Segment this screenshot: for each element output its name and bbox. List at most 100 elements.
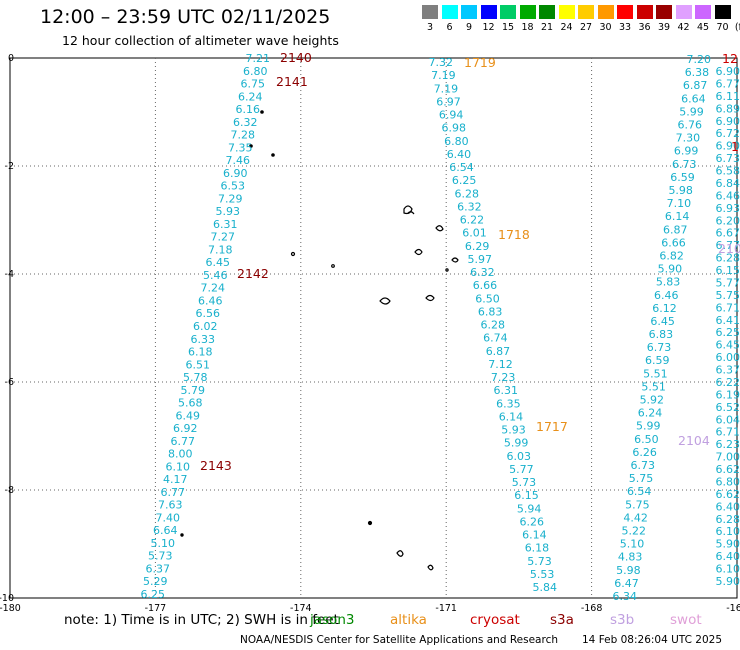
- satellite-s3a: s3a: [550, 612, 574, 628]
- wave-height-value: 6.77: [171, 435, 196, 448]
- wave-height-value: 6.93: [716, 202, 740, 215]
- wave-height-value: 6.82: [659, 249, 684, 262]
- wave-height-value: 6.40: [716, 550, 740, 563]
- colorbar-label: 30: [599, 22, 612, 33]
- wave-height-value: 5.78: [183, 371, 208, 384]
- wave-height-value: 7.28: [231, 129, 256, 142]
- island: [425, 294, 435, 302]
- wave-height-value: 6.45: [716, 339, 740, 352]
- wave-height-value: 6.54: [449, 161, 474, 174]
- wave-height-value: 6.28: [481, 319, 506, 332]
- wave-height-value: 6.40: [447, 148, 472, 161]
- wave-height-value: 6.19: [716, 388, 740, 401]
- wave-height-value: 5.10: [620, 538, 645, 551]
- wave-height-value: 5.51: [641, 380, 666, 393]
- colorbar-label: 15: [501, 22, 515, 33]
- wave-height-value: 5.83: [656, 276, 681, 289]
- wave-height-value: 6.89: [716, 102, 740, 115]
- wave-height-value: 5.75: [716, 289, 740, 302]
- wave-height-value: 6.24: [238, 90, 263, 103]
- wave-height-value: 5.93: [501, 424, 526, 437]
- wave-height-value: 6.24: [638, 407, 663, 420]
- map-subtitle: 12 hour collection of altimeter wave hei…: [62, 33, 339, 48]
- island: [260, 110, 264, 114]
- wave-height-value: 6.54: [627, 485, 652, 498]
- wave-height-value: 6.15: [514, 489, 539, 502]
- wave-height-value: 7.24: [201, 282, 226, 295]
- wave-height-value: 6.01: [462, 227, 487, 240]
- satellite-swot: swot: [670, 612, 702, 628]
- wave-height-value: 6.46: [716, 189, 740, 202]
- island: [414, 248, 423, 256]
- island: [435, 225, 444, 232]
- wave-height-value: 6.49: [176, 409, 201, 422]
- wave-height-value: 6.46: [654, 289, 679, 302]
- orbit-rev-label: 1719: [464, 55, 496, 70]
- wave-height-value: 7.32: [429, 56, 454, 69]
- wave-height-value: 6.18: [188, 346, 213, 359]
- orbit-rev-label: 2143: [200, 458, 232, 473]
- y-tick-label: -6: [5, 377, 14, 388]
- wave-height-value: 6.76: [677, 118, 702, 131]
- satellite-legend: note: 1) Time is in UTC; 2) SWH is in fe…: [64, 612, 339, 628]
- y-tick-label: -10: [0, 593, 14, 604]
- island: [249, 144, 253, 148]
- footer-timestamp: 14 Feb 08:26:04 UTC 2025: [582, 634, 722, 646]
- colorbar-label: 42: [677, 22, 690, 33]
- wave-height-value: 6.66: [661, 236, 686, 249]
- colorbar-swatch: [578, 5, 594, 19]
- colorbar-label: 70: [716, 22, 729, 33]
- wave-height-value: 5.92: [640, 394, 665, 407]
- wave-height-value: 6.83: [478, 305, 503, 318]
- wave-height-value: 6.28: [716, 513, 740, 526]
- wave-height-value: 6.32: [470, 266, 495, 279]
- wave-height-value: 6.52: [716, 401, 740, 414]
- wave-height-value: 5.22: [622, 525, 647, 538]
- y-tick-labels: 0 -2 -4 -6 -8 -10: [0, 53, 14, 604]
- wave-height-value: 5.99: [679, 105, 704, 118]
- wave-height-value: 6.22: [716, 376, 740, 389]
- wave-height-value: 6.77: [716, 239, 740, 252]
- wave-height-value: 6.87: [683, 79, 708, 92]
- wave-height-value: 4.42: [623, 511, 648, 524]
- wave-height-value: 5.97: [468, 253, 493, 266]
- wave-height-value: 6.10: [166, 460, 191, 473]
- island: [271, 153, 275, 157]
- wave-height-value: 5.53: [530, 568, 555, 581]
- wave-height-value: 6.41: [716, 314, 740, 327]
- wave-height-value: 6.37: [716, 364, 740, 377]
- wave-height-value: 6.77: [161, 486, 186, 499]
- colorbar-label: 6: [446, 22, 453, 33]
- wave-height-value: 7.46: [226, 154, 251, 167]
- wave-height-value: 6.59: [645, 354, 670, 367]
- wave-height-value: 6.64: [153, 524, 178, 537]
- orbit-rev-label: 210: [718, 241, 740, 256]
- wave-height-value: 6.28: [455, 187, 480, 200]
- x-tick-label: -180: [0, 603, 21, 614]
- wave-height-value: 6.34: [613, 590, 638, 603]
- wave-height-value: 7.21: [246, 52, 271, 65]
- wave-height-value: 6.28: [716, 252, 740, 265]
- orbit-rev-label: 2142: [237, 266, 269, 281]
- island: [367, 520, 373, 526]
- island: [331, 264, 335, 268]
- wave-height-value: 7.30: [676, 132, 701, 145]
- wave-height-value: 5.75: [629, 472, 654, 485]
- colorbar-label: 27: [579, 22, 593, 33]
- x-tick-label: -177: [145, 603, 167, 614]
- wave-height-value: 6.50: [634, 433, 659, 446]
- wave-height-value: 4.83: [618, 551, 643, 564]
- colorbar-swatch: [695, 5, 711, 19]
- wave-height-value: 5.68: [178, 397, 203, 410]
- wave-height-value: 6.84: [716, 177, 740, 190]
- wave-height-value: 6.73: [631, 459, 656, 472]
- wave-height-value: 7.27: [211, 231, 236, 244]
- island: [407, 211, 415, 215]
- colorbar-swatch: [539, 5, 555, 19]
- wave-height-value: 7.19: [434, 82, 459, 95]
- wave-height-value: 6.26: [520, 515, 545, 528]
- wave-height-value: 5.84: [533, 581, 558, 594]
- wave-height-value: 6.51: [186, 358, 211, 371]
- wave-height-value: 5.77: [509, 463, 534, 476]
